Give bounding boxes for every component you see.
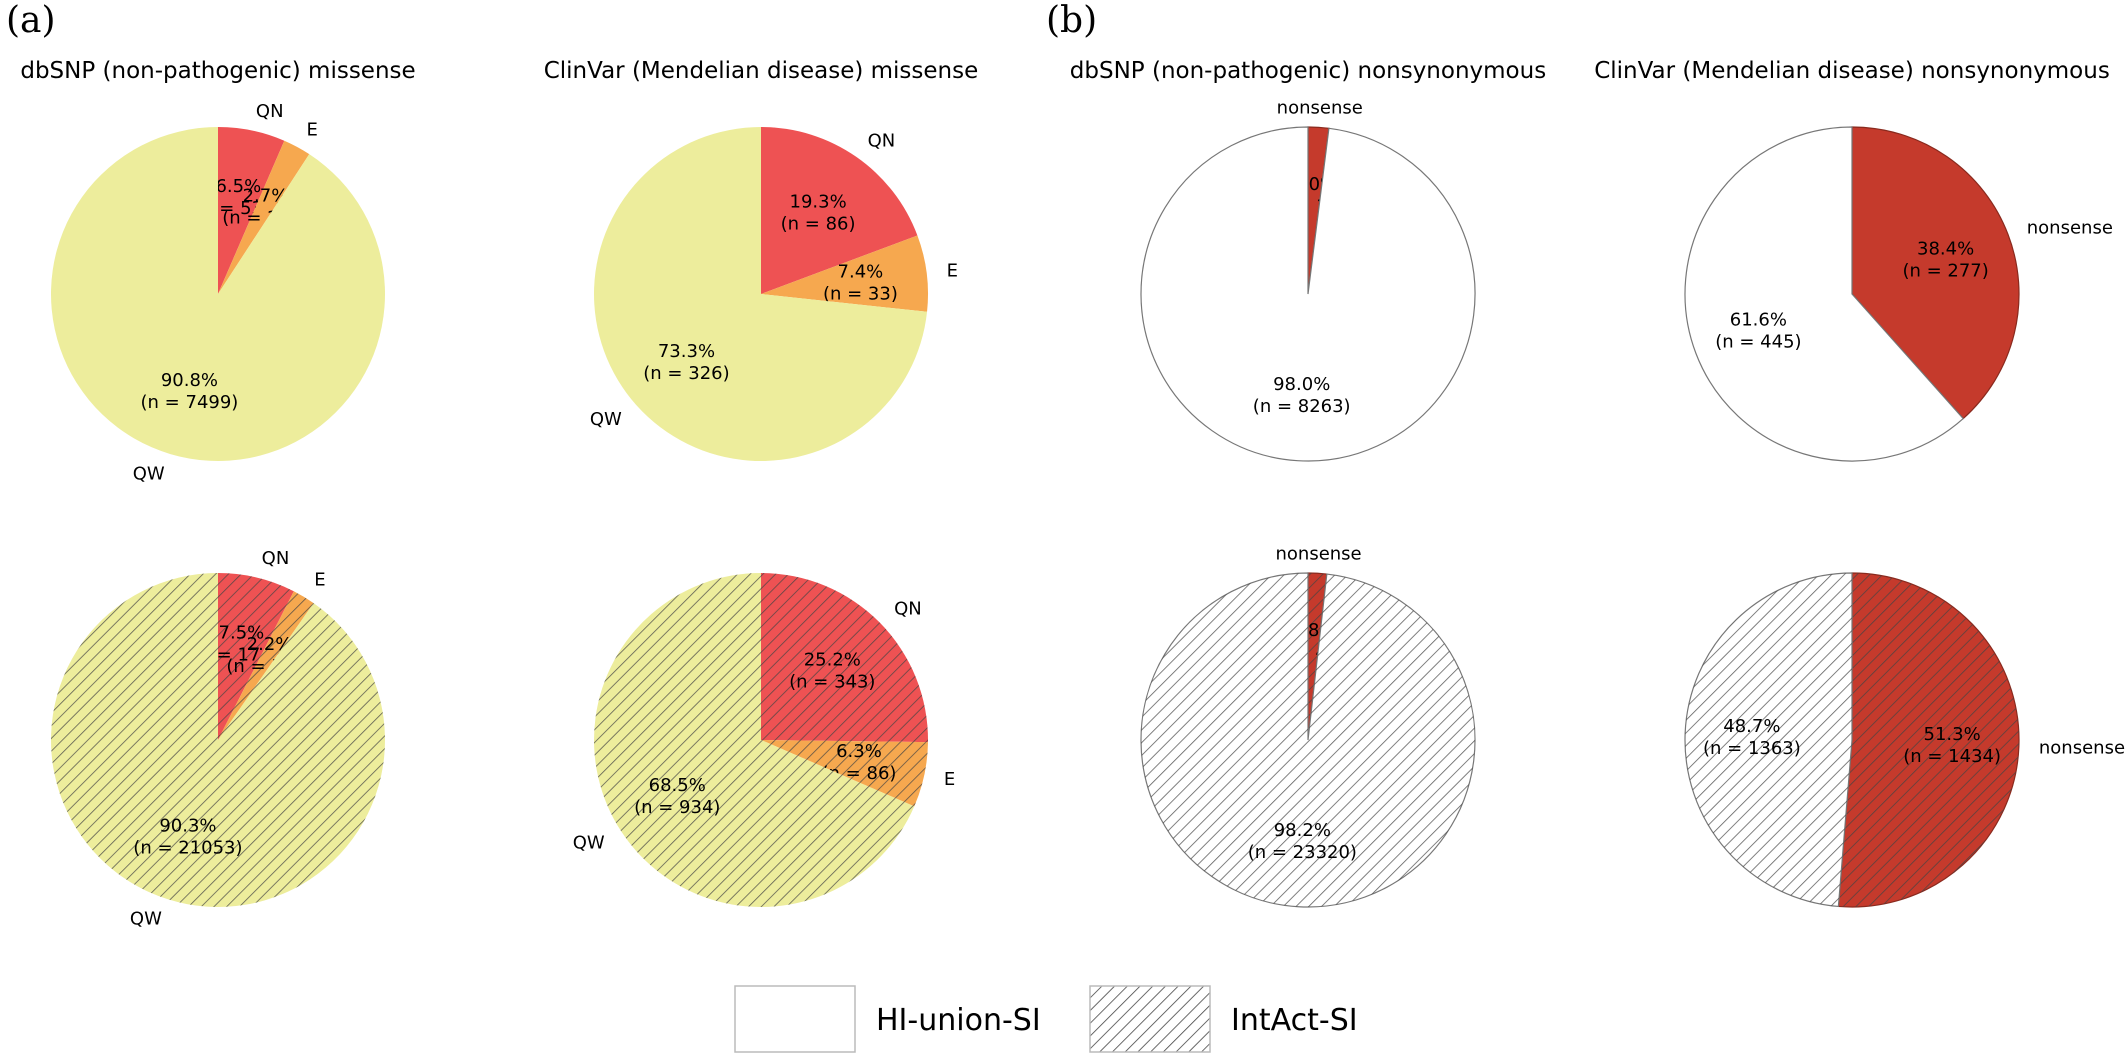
slice-percent-label: 48.7% <box>1723 716 1780 737</box>
pie-slice-hatch-e <box>761 740 928 807</box>
slice-label-e: E <box>314 570 325 591</box>
slice-count-label: (n = 277) <box>1902 260 1988 281</box>
chart-title: dbSNP (non-pathogenic) nonsynonymous <box>1070 58 1546 84</box>
pie-slice-hatch-nonsense <box>1838 573 2019 907</box>
pie-chart-2: ClinVar (Mendelian disease) missense 19.3… <box>544 58 979 461</box>
pie-chart-8: 51.3%(n = 1434) nonsense 48.7%(n = 1363) <box>1684 572 2125 908</box>
slice-label-qw: QW <box>133 463 165 484</box>
legend-swatch-hatched <box>1089 985 1211 1053</box>
pie-slice-qn <box>761 127 918 294</box>
slice-percent-label: 98.2% <box>1274 820 1331 841</box>
slice-label-qw: QW <box>590 409 622 430</box>
slice-label-nonsense: nonsense <box>2039 738 2125 759</box>
slice-percent-label: 6.5% <box>215 176 261 197</box>
pie-slice-hatch-e <box>218 591 314 740</box>
slice-percent-label: 98.0% <box>1273 374 1330 395</box>
slice-count-label: (n = 1434) <box>1903 746 2001 767</box>
slice-label-qn: QN <box>894 599 922 620</box>
pie-slice-rest <box>1140 126 1476 462</box>
slice-percent-label: 61.6% <box>1730 310 1787 331</box>
slice-percent-label: 7.4% <box>838 261 884 282</box>
pie-slice-e <box>761 235 929 312</box>
slice-count-label: (n = 326) <box>643 363 729 384</box>
pie-chart-4: ClinVar (Mendelian disease) nonsynonymou… <box>1594 58 2113 462</box>
chart-title: ClinVar (Mendelian disease) nonsynonymou… <box>1594 58 2110 84</box>
slice-label-qw: QW <box>573 833 605 854</box>
slice-label-qn: QN <box>262 548 290 569</box>
slice-label-qn: QN <box>868 130 896 151</box>
pie-slice-hatch-qn <box>218 573 294 740</box>
slice-count-label: (n = 33) <box>823 283 898 304</box>
pie-slice-hatch-rest <box>1684 573 1852 907</box>
slice-percent-label: 19.3% <box>790 192 847 213</box>
slice-count-label: (n = 8263) <box>1253 396 1351 417</box>
pie-slice-qn <box>218 127 285 294</box>
pie-slice-hatch-qn <box>761 573 928 743</box>
pie-slice-hatch-qw <box>593 573 915 907</box>
slice-label-e: E <box>944 769 955 790</box>
panel-label-b: (b) <box>1046 0 1097 41</box>
slice-percent-label: 90.3% <box>159 816 216 837</box>
pie-chart-3: dbSNP (non-pathogenic) nonsynonymous2.0%… <box>1070 58 1546 462</box>
slice-count-label: (n = 86) <box>781 214 856 235</box>
pie-slice-hatch-rest <box>1141 573 1476 907</box>
pie-charts: dbSNP (non-pathogenic) missense 6.5% (n = … <box>20 58 2125 929</box>
slice-label-qw: QW <box>130 908 162 929</box>
legend-item-intact: IntAct-SI <box>1089 985 1358 1053</box>
chart-title: ClinVar (Mendelian disease) missense <box>544 58 979 84</box>
legend-item-hi-union: HI-union-SI <box>734 985 1041 1053</box>
slice-count-label: (n = 7499) <box>141 392 239 413</box>
legend: HI-union-SI IntAct-SI <box>734 985 1358 1053</box>
slice-label-e: E <box>947 261 958 282</box>
slice-count-label: (n = 1363) <box>1703 738 1801 759</box>
pie-chart-1: dbSNP (non-pathogenic) missense 6.5% (n = … <box>20 58 415 484</box>
slice-percent-label: 90.8% <box>161 370 218 391</box>
legend-label-intact: IntAct-SI <box>1231 1003 1358 1038</box>
pie-slice-nonsense <box>1851 126 2020 420</box>
pie-slice-qw <box>51 127 386 461</box>
slice-count-label: (n = 445) <box>1715 332 1801 353</box>
slice-label-qn: QN <box>256 101 284 122</box>
slice-percent-label: 51.3% <box>1924 724 1981 745</box>
slice-count-label: (n = 23320) <box>1248 842 1357 863</box>
pie-chart-5: 7.5%(n = 1743)QN2.2%(n = 524)E90.3%(n = … <box>50 548 385 929</box>
slice-percent-label: 2.7% <box>243 186 289 207</box>
slice-label-e: E <box>307 119 318 140</box>
slice-percent-label: 25.2% <box>804 650 861 671</box>
slice-count-label: (n = 21053) <box>133 838 242 859</box>
slice-percent-label: 73.3% <box>658 341 715 362</box>
pie-slice-e <box>218 140 310 294</box>
chart-title: dbSNP (non-pathogenic) missense <box>20 58 415 84</box>
slice-percent-label: 6.3% <box>836 741 882 762</box>
slice-label-nonsense: nonsense <box>2027 217 2113 238</box>
slice-count-label: (n = 343) <box>789 672 875 693</box>
slice-label-nonsense: nonsense <box>1277 97 1363 118</box>
slice-percent-label: 68.5% <box>649 775 706 796</box>
slice-label-nonsense: nonsense <box>1275 543 1361 564</box>
pie-slice-rest <box>1684 126 1965 462</box>
panel-label-a: (a) <box>6 0 56 41</box>
pie-chart-6: 25.2%(n = 343)QN6.3%(n = 86) E68.5%(n = 9… <box>573 573 955 907</box>
pie-slice-qw <box>593 127 928 461</box>
slice-percent-label: 7.5% <box>219 623 265 644</box>
slice-percent-label: 38.4% <box>1917 238 1974 259</box>
legend-swatch-plain <box>734 985 856 1053</box>
slice-count-label: (n = 934) <box>634 797 720 818</box>
legend-label-hi-union: HI-union-SI <box>876 1003 1041 1038</box>
pie-slice-hatch-qw <box>50 573 385 908</box>
